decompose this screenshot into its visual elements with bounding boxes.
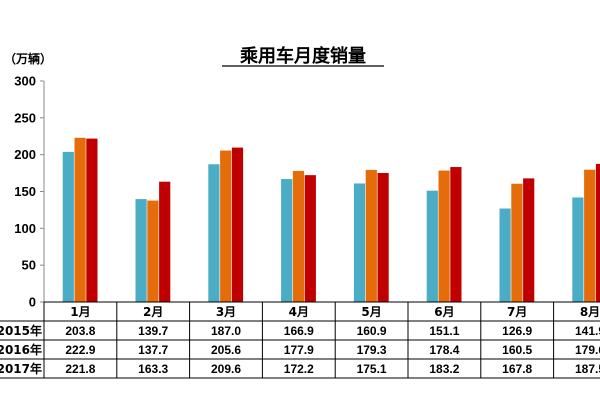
- bar: [595, 163, 600, 302]
- bar: [523, 178, 535, 302]
- data-value-label: 160.5: [502, 343, 532, 357]
- x-category-label: 1月: [70, 305, 90, 319]
- y-tick-label: 0: [29, 295, 36, 310]
- data-value-label: 183.2: [429, 362, 459, 376]
- data-value-label: 187.5: [575, 362, 600, 376]
- x-category-label: 4月: [289, 305, 309, 319]
- bar: [353, 183, 366, 302]
- bar: [281, 179, 293, 302]
- y-axis: 0 50 100 150 200 250 300: [14, 74, 45, 310]
- bar: [74, 137, 86, 302]
- x-category-label: 6月: [434, 305, 454, 319]
- data-value-label: 222.9: [65, 343, 95, 357]
- bar: [584, 169, 596, 302]
- data-value-label: 126.9: [502, 324, 532, 338]
- series-legend-label: 2016年: [0, 342, 42, 357]
- data-table: 1月2月3月4月5月6月7月8月9月10月11月12月2015年203.8139…: [0, 301, 600, 379]
- data-value-label: 205.6: [211, 343, 241, 357]
- y-tick-label: 100: [14, 221, 36, 236]
- bar: [86, 138, 98, 302]
- unit-label: （万辆）: [4, 51, 52, 66]
- y-tick-label: 200: [14, 147, 36, 162]
- data-value-label: 141.9: [575, 324, 600, 338]
- data-value-label: 221.8: [65, 362, 95, 376]
- data-value-label: 203.8: [65, 324, 95, 338]
- y-tick-label: 150: [14, 184, 36, 199]
- data-value-label: 179.3: [357, 343, 387, 357]
- chart-title: 乘用车月度销量: [239, 45, 366, 67]
- bar: [377, 173, 389, 302]
- y-tick-label: 50: [22, 258, 36, 273]
- data-value-label: 166.9: [284, 324, 314, 338]
- bar: [365, 169, 377, 302]
- data-value-label: 179.6: [575, 343, 600, 357]
- data-value-label: 137.7: [138, 343, 168, 357]
- bar: [208, 164, 220, 302]
- x-category-label: 2月: [143, 305, 163, 319]
- bar: [135, 199, 147, 302]
- data-value-label: 172.2: [284, 362, 314, 376]
- x-category-label: 8月: [580, 305, 600, 319]
- data-value-label: 167.8: [502, 362, 532, 376]
- bar: [292, 170, 305, 302]
- data-value-label: 163.3: [138, 362, 168, 376]
- data-value-label: 177.9: [284, 343, 314, 357]
- x-category-label: 3月: [216, 305, 236, 319]
- series-legend-label: 2015年: [0, 323, 42, 338]
- bar: [231, 147, 244, 302]
- bar: [511, 183, 523, 302]
- data-value-label: 175.1: [357, 362, 387, 376]
- data-value-label: 178.4: [429, 343, 459, 357]
- y-tick-label: 250: [14, 110, 36, 125]
- bar: [450, 167, 462, 302]
- bar: [572, 197, 584, 302]
- bar: [304, 175, 316, 302]
- data-value-label: 139.7: [138, 324, 168, 338]
- bar: [159, 181, 171, 302]
- bar: [147, 200, 159, 302]
- data-value-label: 160.9: [357, 324, 387, 338]
- bar: [220, 150, 232, 302]
- x-category-label: 7月: [507, 305, 527, 319]
- data-value-label: 151.1: [429, 324, 459, 338]
- bar: [62, 151, 74, 302]
- bar: [499, 208, 511, 302]
- bars: [62, 137, 600, 302]
- series-legend-label: 2017年: [0, 361, 42, 376]
- data-value-label: 209.6: [211, 362, 241, 376]
- x-category-label: 5月: [361, 305, 381, 319]
- data-value-label: 187.0: [211, 324, 241, 338]
- bar: [426, 190, 438, 302]
- bar: [438, 170, 450, 302]
- y-tick-label: 300: [14, 74, 36, 89]
